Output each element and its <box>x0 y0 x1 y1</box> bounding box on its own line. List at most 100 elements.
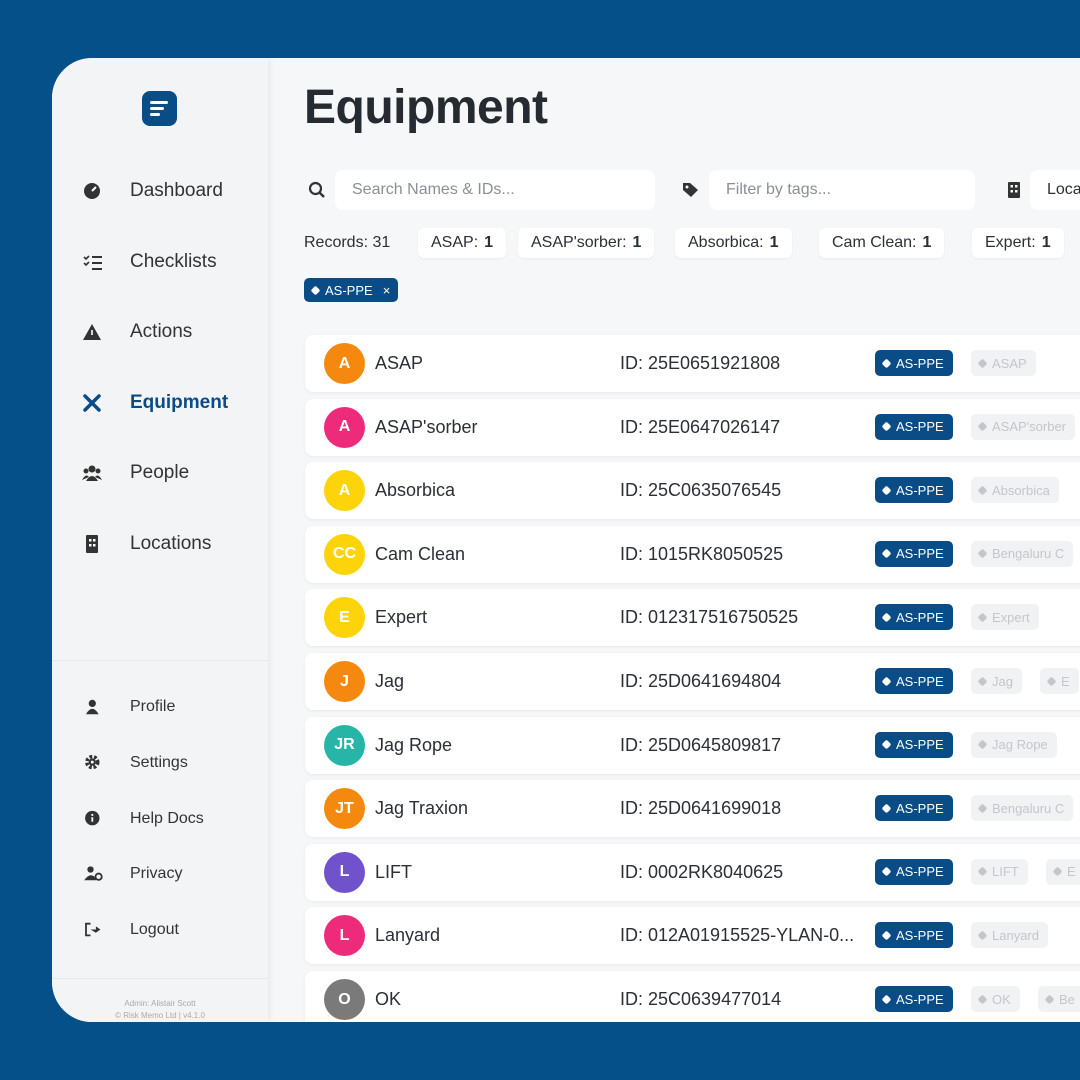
equipment-id: ID: 25D0641694804 <box>620 671 782 691</box>
ppe-tag[interactable]: AS-PPE <box>875 986 953 1012</box>
equipment-name: LIFT <box>375 861 413 882</box>
equipment-name: Lanyard <box>375 925 441 946</box>
ppe-tag[interactable]: AS-PPE <box>875 350 953 376</box>
active-tag[interactable]: AS-PPE × <box>304 278 399 302</box>
ppe-tag[interactable]: AS-PPE <box>875 477 953 504</box>
ppe-tag[interactable]: AS-PPE <box>875 795 953 822</box>
nav-item[interactable]: Actions <box>82 317 192 347</box>
tag[interactable]: Bengaluru C <box>971 795 1074 822</box>
tag-label: AS-PPE <box>896 737 944 753</box>
equipment-row[interactable]: A ASAP'sorber ID: 25E0647026147 AS-PPE ASAP'… <box>305 398 1080 456</box>
page-title: Equipment <box>304 81 548 134</box>
tag[interactable]: Lanyard <box>971 922 1048 949</box>
tag-icon <box>881 866 892 877</box>
ppe-tag[interactable]: AS-PPE <box>875 540 953 567</box>
equipment-row[interactable]: A Absorbica ID: 25C0635076545 AS-PPE Absorbi… <box>305 462 1080 520</box>
equipment-row[interactable]: JT Jag Traxion ID: 25D0641699018 AS-PPE Beng… <box>305 780 1080 838</box>
tag-label: LIFT <box>992 864 1019 880</box>
ppe-tag[interactable]: AS-PPE <box>875 922 953 949</box>
equipment-id: ID: 25D0641699018 <box>620 798 782 819</box>
ppe-tag[interactable]: AS-PPE <box>875 858 953 885</box>
nav-label: Equipment <box>130 391 229 413</box>
account-item[interactable]: Logout <box>82 918 179 942</box>
records-value: 31 <box>372 234 391 251</box>
account-item[interactable]: Profile <box>82 695 175 719</box>
equipment-row[interactable]: A ASAP ID: 25E0651921808 AS-PPE ASAP <box>305 335 1080 392</box>
tag[interactable]: ASAP <box>971 350 1036 376</box>
ppe-tag[interactable]: AS-PPE <box>875 731 953 758</box>
tag-label: Expert <box>992 609 1030 625</box>
equipment-row[interactable]: O OK ID: 25C0639477014 AS-PPE OK Be <box>305 971 1080 1022</box>
equipment-row[interactable]: CC Cam Clean ID: 1015RK8050525 AS-PPE Bengal… <box>305 525 1080 583</box>
tag-label: E <box>1067 864 1076 880</box>
equipment-row[interactable]: E Expert ID: 012317516750525 AS-PPE Expert <box>305 589 1080 647</box>
nav-label: People <box>130 462 190 484</box>
tag[interactable]: ASAP'sorber <box>971 413 1076 440</box>
tag[interactable]: OK <box>971 986 1020 1012</box>
account-label: Logout <box>130 921 179 939</box>
account-item[interactable]: Settings <box>82 751 188 775</box>
tag[interactable]: Be <box>1038 986 1080 1012</box>
equipment-id: ID: 25D0645809817 <box>620 734 782 755</box>
equipment-row[interactable]: L LIFT ID: 0002RK8040625 AS-PPE LIFT E <box>305 843 1080 901</box>
remove-icon[interactable]: × <box>382 282 391 298</box>
icon <box>82 465 102 482</box>
location-input[interactable]: Loca <box>1030 170 1080 210</box>
tag-icon <box>977 485 988 496</box>
avatar: A <box>324 343 365 384</box>
ppe-tag[interactable]: AS-PPE <box>875 668 953 694</box>
account-item[interactable]: Privacy <box>82 862 182 886</box>
tag-icon <box>977 803 988 814</box>
count-chip[interactable]: Cam Clean: 1 <box>819 228 945 258</box>
count-chip[interactable]: ASAP: 1 <box>418 228 507 258</box>
tag[interactable]: Jag Rope <box>971 731 1057 758</box>
tag-label: Lanyard <box>992 927 1039 943</box>
tag[interactable]: E <box>1046 858 1080 885</box>
tag[interactable]: Absorbica <box>971 477 1059 504</box>
equipment-row[interactable]: J Jag ID: 25D0641694804 AS-PPE Jag E <box>305 653 1080 710</box>
count-chip[interactable]: Absorbica: 1 <box>675 228 792 258</box>
tag-filter-input[interactable]: Filter by tags... <box>709 170 975 210</box>
tag-label: Bengaluru C <box>992 800 1065 816</box>
footer-version: © Risk Memo Ltd | v4.1.0 <box>115 1011 205 1020</box>
tag[interactable]: Expert <box>971 604 1039 631</box>
tag[interactable]: LIFT <box>971 858 1028 885</box>
search-input[interactable]: Search Names & IDs... <box>335 170 655 210</box>
nav-item[interactable]: People <box>82 458 189 488</box>
count-value: 1 <box>632 234 642 251</box>
equipment-id: ID: 1015RK8050525 <box>620 543 784 564</box>
account-item[interactable]: Help Docs <box>82 807 204 831</box>
tag-icon <box>977 612 988 623</box>
tag-icon <box>881 358 892 368</box>
ppe-tag[interactable]: AS-PPE <box>875 604 953 631</box>
tag-icon <box>977 994 988 1004</box>
app-window: Dashboard Checklists Actions Equipment Peopl… <box>52 58 1080 1022</box>
tag-label: Absorbica <box>992 482 1050 498</box>
equipment-id: ID: 0002RK8040625 <box>620 861 784 882</box>
ppe-tag[interactable]: AS-PPE <box>875 413 953 440</box>
equipment-id: ID: 25E0651921808 <box>620 353 781 373</box>
count-chip[interactable]: Expert: 1 <box>972 228 1064 258</box>
avatar: L <box>324 851 365 893</box>
count-chip[interactable]: ASAP'sorber: 1 <box>518 228 655 258</box>
equipment-name: Jag Rope <box>375 734 453 755</box>
avatar: A <box>324 406 365 448</box>
nav-label: Checklists <box>130 250 217 272</box>
tag-icon <box>977 676 988 686</box>
equipment-name: Jag <box>375 671 405 691</box>
tag[interactable]: E <box>1040 668 1079 694</box>
equipment-row[interactable]: JR Jag Rope ID: 25D0645809817 AS-PPE Jag Rop… <box>305 716 1080 774</box>
nav-item[interactable]: Locations <box>82 529 211 559</box>
tag[interactable]: Bengaluru C <box>971 540 1074 567</box>
equipment-row[interactable]: L Lanyard ID: 012A01915525-YLAN-0... AS-PPE… <box>305 907 1080 965</box>
tag[interactable]: Jag <box>971 668 1022 694</box>
nav-item[interactable]: Checklists <box>82 247 217 277</box>
tag-icon <box>977 421 988 432</box>
tag-label: AS-PPE <box>896 609 944 625</box>
tag-icon <box>881 739 892 750</box>
tag-icon <box>881 485 892 496</box>
nav-item[interactable]: Equipment <box>82 388 228 418</box>
count-value: 1 <box>1041 234 1051 251</box>
nav-item[interactable]: Dashboard <box>82 176 223 206</box>
equipment-id: ID: 25C0639477014 <box>620 989 782 1009</box>
